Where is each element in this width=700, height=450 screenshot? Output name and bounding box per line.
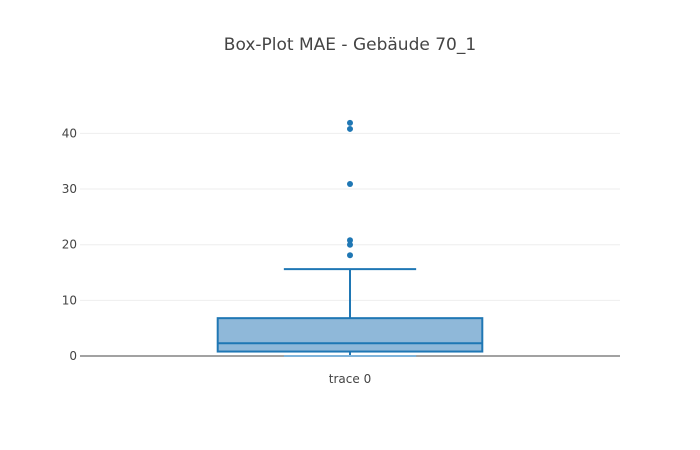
box-trace [216, 119, 484, 357]
y-tick-label: 0 [69, 349, 77, 363]
outlier-point [347, 252, 353, 259]
y-tick-label: 30 [62, 182, 77, 196]
outlier-point [347, 119, 353, 126]
y-tick-label: 40 [62, 126, 77, 140]
y-tick-label: 20 [62, 238, 77, 252]
y-axis-ticks: 0 10 20 30 40 [62, 126, 77, 363]
outlier-point [347, 181, 353, 188]
x-tick-label: trace 0 [329, 372, 371, 386]
outlier-point [347, 241, 353, 248]
box-iqr [216, 317, 484, 353]
outlier-point [347, 237, 353, 244]
chart-title: Box-Plot MAE - Gebäude 70_1 [224, 35, 476, 55]
x-axis-ticks: trace 0 [329, 372, 371, 386]
y-tick-label: 10 [62, 293, 77, 307]
outlier-point [347, 125, 353, 132]
